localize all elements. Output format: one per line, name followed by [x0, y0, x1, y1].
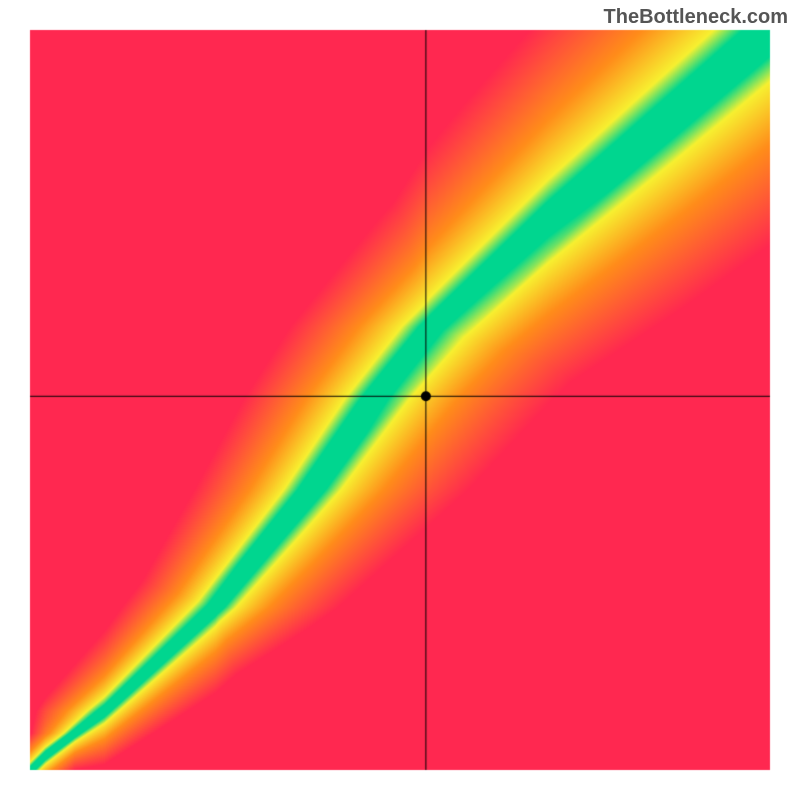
chart-container: TheBottleneck.com	[0, 0, 800, 800]
watermark-text: TheBottleneck.com	[604, 6, 788, 29]
heatmap-canvas	[0, 0, 800, 800]
